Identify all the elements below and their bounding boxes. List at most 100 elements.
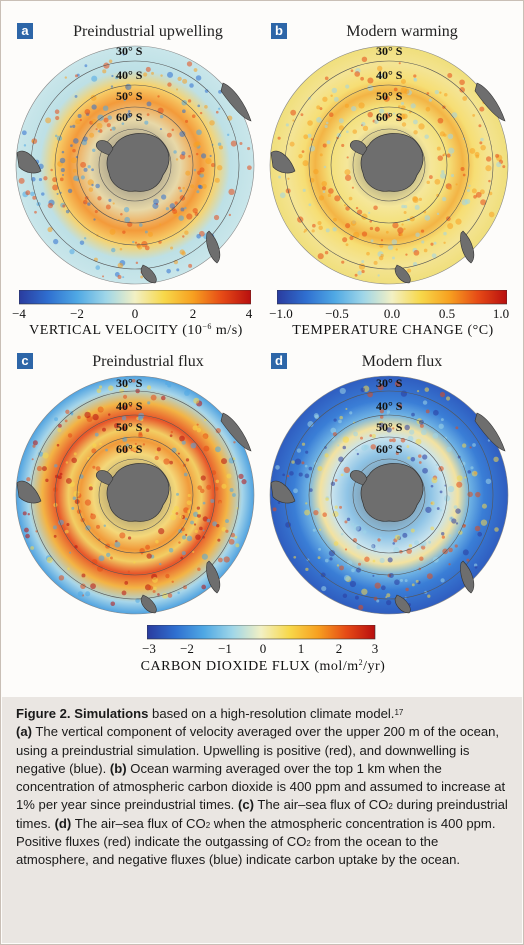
field-speckle <box>168 547 174 553</box>
field-speckle <box>46 556 53 564</box>
field-speckle <box>83 237 87 240</box>
field-speckle <box>474 525 481 532</box>
field-speckle <box>303 230 306 233</box>
field-speckle <box>329 557 333 561</box>
field-speckle <box>317 556 321 560</box>
field-speckle <box>88 486 93 491</box>
field-speckle <box>325 121 329 125</box>
field-speckle <box>225 519 229 524</box>
field-speckle <box>316 117 322 123</box>
latitude-circle <box>352 128 426 202</box>
field-speckle <box>182 535 187 540</box>
caption-b-text: Ocean warming averaged over the top 1 km… <box>16 760 506 813</box>
colorbar-velocity-title: VERTICAL VELOCITY (10−6 m/s) <box>29 322 243 338</box>
field-speckle <box>45 117 52 124</box>
panel-title-a: Preindustrial upwelling <box>73 23 223 40</box>
field-speckle <box>209 120 215 126</box>
new-zealand-landmass <box>394 594 411 614</box>
field-speckle <box>446 446 452 453</box>
field-speckle <box>439 391 446 398</box>
field-speckle <box>96 565 104 572</box>
field-speckle <box>330 427 337 434</box>
field-speckle <box>415 438 422 445</box>
field-speckle <box>451 112 458 119</box>
field-speckle <box>190 520 194 525</box>
field-speckle <box>145 66 151 72</box>
lat-label-60s: 60° S <box>376 110 403 124</box>
field-speckle <box>120 213 123 216</box>
field-speckle <box>107 115 112 120</box>
antarctica-landmass <box>360 133 424 192</box>
field-speckle <box>178 215 184 221</box>
field-speckle <box>121 415 127 421</box>
field-speckle <box>332 227 337 232</box>
field-speckle <box>38 451 44 457</box>
field-speckle <box>324 558 329 563</box>
field-speckle <box>177 591 180 595</box>
field-speckle <box>72 124 76 129</box>
caption-a-text: The vertical component of velocity avera… <box>16 724 500 776</box>
field-speckle <box>433 241 437 245</box>
field-speckle <box>176 492 179 496</box>
field-speckle <box>342 445 347 450</box>
field-speckle <box>193 397 200 404</box>
field-speckle <box>328 112 334 117</box>
field-speckle <box>56 443 60 447</box>
field-speckle <box>135 598 140 603</box>
field-speckle <box>477 531 483 537</box>
caption-d-label: (d) <box>54 815 72 831</box>
field-speckle <box>388 572 394 579</box>
field-speckle <box>402 113 408 120</box>
field-speckle <box>70 144 73 147</box>
field-speckle <box>392 222 399 229</box>
field-speckle <box>415 232 420 238</box>
field-speckle <box>426 92 430 95</box>
field-speckle <box>338 456 344 463</box>
field-speckle <box>317 253 324 260</box>
field-speckle <box>394 380 401 387</box>
field-speckle <box>285 123 289 127</box>
panel-letter-b: b <box>271 23 287 39</box>
field-speckle <box>422 400 428 405</box>
field-speckle <box>389 438 393 442</box>
field-speckle <box>34 210 37 214</box>
field-speckle <box>338 118 344 124</box>
field-speckle <box>387 557 393 563</box>
field-speckle <box>145 428 150 433</box>
field-speckle <box>403 204 408 209</box>
field-speckle <box>338 125 345 131</box>
field-speckle <box>411 583 415 587</box>
field-speckle <box>362 530 367 534</box>
field-speckle <box>67 567 70 571</box>
field-speckle <box>374 119 379 124</box>
caption-d-text: The air–sea flux of CO <box>71 815 206 831</box>
field-speckle <box>443 231 447 236</box>
field-speckle <box>419 556 424 561</box>
field-speckle <box>134 442 137 445</box>
field-speckle <box>364 556 370 562</box>
field-speckle <box>65 409 70 414</box>
field-speckle <box>345 206 350 211</box>
field-speckle <box>413 74 417 78</box>
field-speckle <box>146 385 152 390</box>
field-speckle <box>367 77 374 84</box>
field-speckle <box>466 558 470 562</box>
field-speckle <box>319 153 323 157</box>
field-speckle <box>309 488 313 492</box>
field-speckle <box>317 465 323 472</box>
field-speckle <box>124 581 129 585</box>
field-speckle <box>424 449 427 452</box>
field-speckle <box>159 114 164 119</box>
field-speckle <box>407 456 411 460</box>
field-speckle <box>379 243 384 248</box>
caption-d-sub: 2 <box>205 820 211 830</box>
field-speckle <box>343 204 347 207</box>
field-speckle <box>126 112 132 119</box>
field-speckle <box>146 101 152 107</box>
field-speckle <box>170 430 173 434</box>
field-speckle <box>61 173 65 177</box>
field-speckle <box>409 429 415 435</box>
field-speckle <box>450 173 455 178</box>
field-speckle <box>433 409 439 416</box>
field-speckle <box>425 106 431 112</box>
